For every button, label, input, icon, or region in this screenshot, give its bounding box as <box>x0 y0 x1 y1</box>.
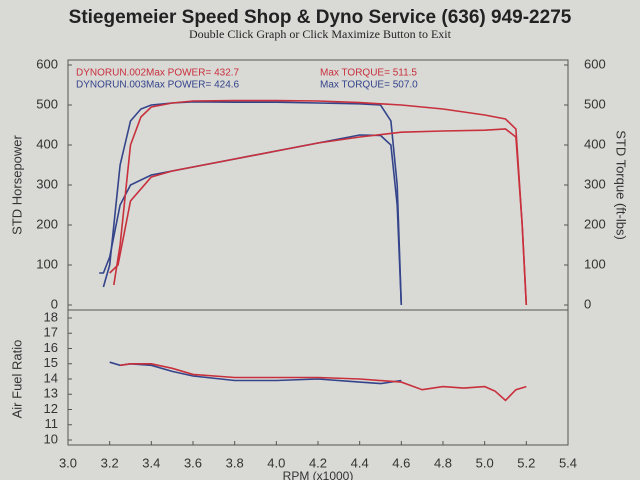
data-line <box>102 100 403 306</box>
y-axis-label: Air Fuel Ratio <box>9 340 24 419</box>
x-tick-label: 4.0 <box>267 455 285 470</box>
legend-power: Max POWER= 432.7 <box>146 68 240 79</box>
y2-tick-label: 100 <box>584 256 606 271</box>
legend-torque: Max TORQUE= 507.0 <box>320 80 418 91</box>
legend-run: DYNORUN.002 <box>76 68 146 79</box>
y2-tick-label: 400 <box>584 136 606 151</box>
data-line <box>119 363 527 402</box>
x-tick-label: 5.0 <box>476 455 494 470</box>
y-axis-label: STD Horsepower <box>9 134 24 234</box>
y-tick-label: 16 <box>44 340 58 355</box>
x-tick-label: 5.2 <box>517 455 535 470</box>
data-line <box>113 99 528 306</box>
y-tick-label: 600 <box>36 56 58 71</box>
y2-axis-label: STD Torque (ft-lbs) <box>614 130 629 240</box>
y2-tick-label: 500 <box>584 96 606 111</box>
y-tick-label: 400 <box>36 136 58 151</box>
y-tick-label: 13 <box>44 386 58 401</box>
x-tick-label: 3.8 <box>226 455 244 470</box>
x-tick-label: 4.6 <box>392 455 410 470</box>
y-tick-label: 12 <box>44 401 58 416</box>
y2-tick-label: 300 <box>584 176 606 191</box>
x-tick-label: 4.8 <box>434 455 452 470</box>
y-tick-label: 18 <box>44 309 58 324</box>
x-tick-label: 3.2 <box>101 455 119 470</box>
x-axis-label: RPM (x1000) <box>283 469 354 480</box>
x-tick-label: 4.2 <box>309 455 327 470</box>
x-tick-label: 3.0 <box>59 455 77 470</box>
legend-power: Max POWER= 424.6 <box>146 80 240 91</box>
x-tick-label: 3.4 <box>142 455 160 470</box>
y-tick-label: 15 <box>44 355 58 370</box>
y-tick-label: 200 <box>36 216 58 231</box>
legend-torque: Max TORQUE= 511.5 <box>320 68 417 79</box>
y-tick-label: 500 <box>36 96 58 111</box>
subtitle: Double Click Graph or Click Maximize But… <box>189 27 452 41</box>
legend-run: DYNORUN.003 <box>76 80 146 91</box>
y-tick-label: 10 <box>44 431 58 446</box>
y-tick-label: 14 <box>44 370 58 385</box>
y-tick-label: 17 <box>44 325 58 340</box>
y-tick-label: 0 <box>51 296 58 311</box>
y-tick-label: 11 <box>45 416 59 431</box>
y2-tick-label: 0 <box>584 296 591 311</box>
x-tick-label: 5.4 <box>559 455 577 470</box>
x-tick-label: 4.4 <box>351 455 369 470</box>
data-line <box>109 128 528 306</box>
title: Stiegemeier Speed Shop & Dyno Service (6… <box>69 7 572 28</box>
y-tick-label: 300 <box>36 176 58 191</box>
y2-tick-label: 200 <box>584 216 606 231</box>
x-tick-label: 3.6 <box>184 455 202 470</box>
y2-tick-label: 600 <box>584 56 606 71</box>
y-tick-label: 100 <box>36 256 58 271</box>
